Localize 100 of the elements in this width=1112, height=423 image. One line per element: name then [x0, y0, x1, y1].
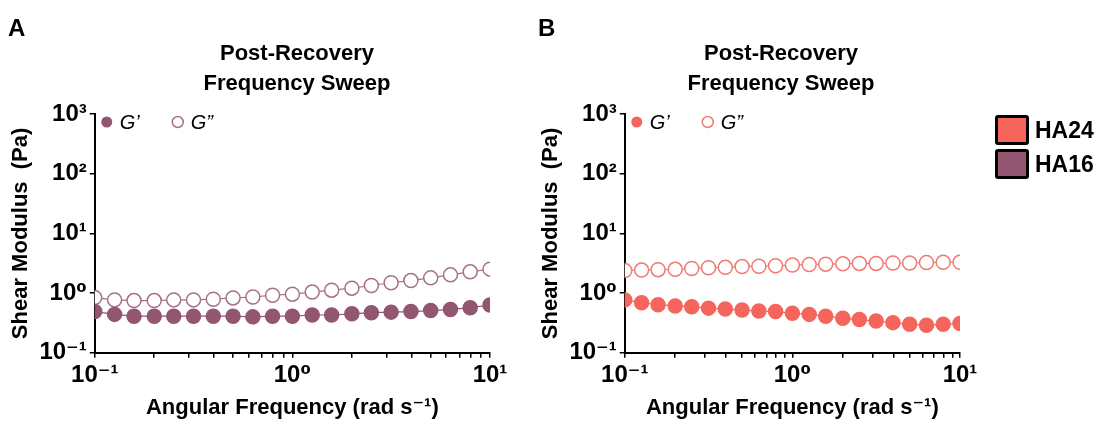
point [344, 280, 360, 296]
y-tick-label: 10¹ [582, 218, 617, 246]
point [284, 308, 301, 324]
y-tick-label: 10² [52, 158, 87, 186]
point [935, 254, 951, 271]
y-tick-label: 10⁰ [579, 277, 617, 305]
point [868, 255, 884, 272]
point [935, 316, 951, 333]
point [205, 291, 222, 307]
point [767, 258, 784, 274]
point [363, 277, 380, 294]
point [146, 308, 162, 324]
point [835, 256, 851, 272]
point [633, 294, 650, 311]
point [734, 258, 750, 275]
text: HA16 [1035, 150, 1094, 178]
point [835, 310, 851, 326]
point [633, 262, 650, 278]
point [185, 308, 202, 324]
point [264, 287, 281, 304]
point [422, 270, 439, 286]
point [383, 304, 399, 320]
point [442, 267, 459, 283]
point [126, 308, 142, 324]
y-tick-label: 10³ [52, 98, 87, 126]
legend-label: G” [190, 110, 215, 133]
y-tick-label: 10² [582, 158, 617, 186]
point [462, 299, 478, 316]
point [403, 272, 419, 289]
point [885, 255, 901, 271]
point [225, 308, 241, 324]
x-tick-label: 10¹ [942, 359, 978, 387]
point [918, 254, 935, 271]
point [667, 298, 683, 314]
text: B [538, 14, 556, 42]
point [323, 282, 340, 298]
point [363, 304, 380, 321]
point [817, 256, 834, 272]
point [225, 290, 241, 306]
point [885, 314, 901, 331]
point [801, 306, 817, 323]
point [717, 301, 734, 317]
point [304, 307, 320, 323]
point [146, 292, 162, 309]
point [442, 301, 459, 318]
point [304, 284, 320, 300]
x-axis-title: Angular Frequency (rad s⁻¹) [645, 393, 939, 419]
point [165, 292, 182, 308]
text: A [8, 14, 26, 42]
point [684, 299, 700, 315]
point [817, 308, 834, 324]
point [205, 308, 222, 324]
point [684, 260, 700, 277]
point [106, 292, 123, 308]
y-tick-label: 10³ [582, 98, 617, 126]
point [717, 259, 734, 276]
point [245, 309, 261, 325]
point [700, 300, 717, 316]
point [801, 256, 817, 273]
x-tick-label: 10⁰ [273, 359, 311, 387]
point [901, 255, 918, 271]
point [650, 261, 666, 278]
point [422, 302, 439, 319]
point [344, 306, 360, 322]
point [667, 261, 683, 278]
point [462, 264, 478, 280]
x-tick-label: 10⁰ [773, 359, 811, 387]
point [185, 292, 202, 308]
point [851, 311, 868, 328]
text: HA24 [1035, 116, 1094, 144]
point [245, 289, 261, 305]
chart-title: Post-Recovery Frequency Sweep [686, 39, 876, 97]
legend-label: G’ [649, 110, 671, 133]
point [383, 275, 399, 291]
point [165, 308, 182, 324]
y-axis-title: Shear Modulus (Pa) [537, 127, 563, 340]
point [650, 296, 666, 313]
point [403, 303, 419, 320]
legend-label: G” [720, 110, 745, 133]
y-tick-label: 10¹ [52, 218, 87, 246]
point [767, 303, 784, 320]
point [106, 306, 123, 323]
legend-label: G’ [119, 110, 141, 133]
point [918, 317, 935, 333]
point [901, 316, 918, 333]
point [284, 286, 301, 302]
point [264, 308, 281, 324]
point [851, 255, 868, 272]
point [751, 303, 767, 319]
chart-title: Post-Recovery Frequency Sweep [202, 39, 392, 97]
point [734, 302, 750, 318]
point [784, 257, 801, 273]
point [751, 258, 767, 274]
point [700, 259, 717, 276]
point [868, 313, 884, 329]
y-axis-title: Shear Modulus (Pa) [7, 127, 33, 340]
point [126, 292, 142, 309]
point [323, 307, 340, 323]
x-tick-label: 10¹ [472, 359, 508, 387]
x-axis-title: Angular Frequency (rad s⁻¹) [145, 393, 439, 419]
